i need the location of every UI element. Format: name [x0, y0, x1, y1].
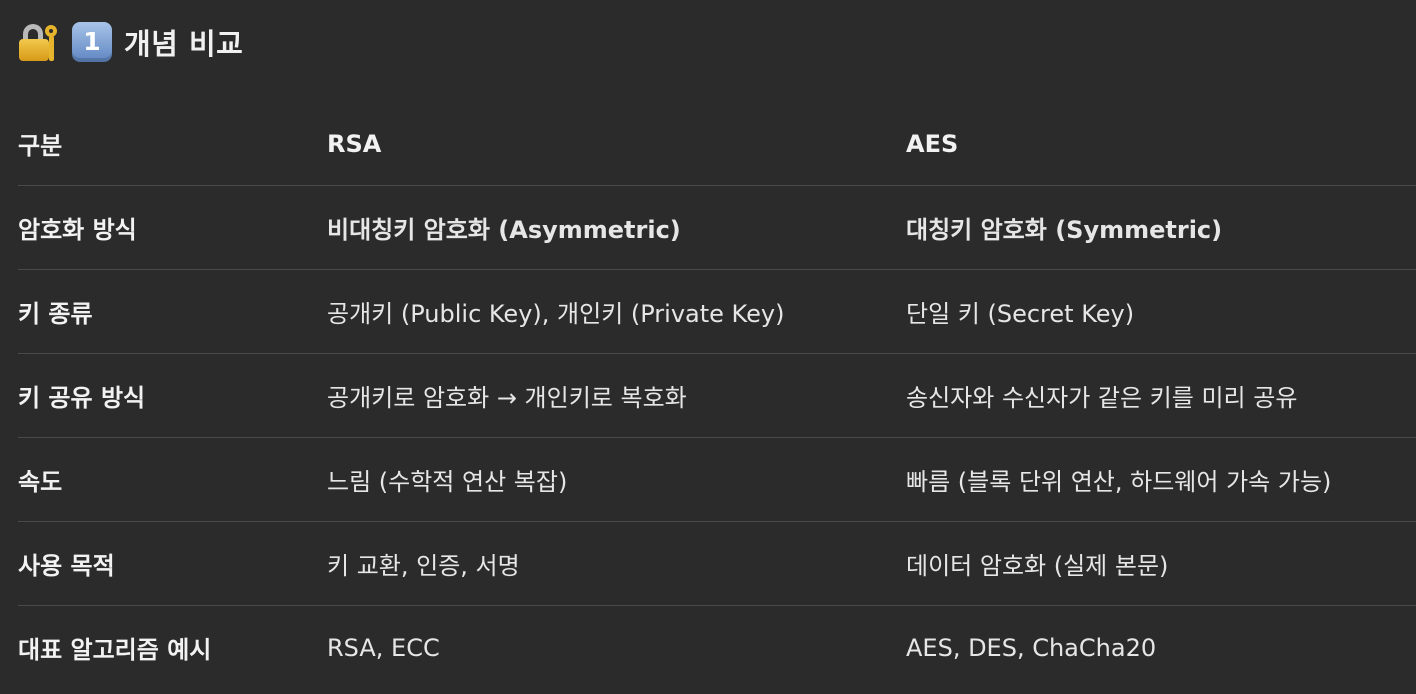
row-label: 암호화 방식 — [18, 185, 327, 270]
table-row: 키 공유 방식 공개키로 암호화 → 개인키로 복호화 송신자와 수신자가 같은… — [18, 353, 1416, 438]
aes-cell: 데이터 암호화 (실제 본문) — [906, 521, 1416, 606]
comparison-table: 구분 RSA AES 암호화 방식 비대칭키 암호화 (Asymmetric) … — [18, 102, 1416, 689]
row-label: 키 공유 방식 — [18, 353, 327, 438]
table-row: 암호화 방식 비대칭키 암호화 (Asymmetric) 대칭키 암호화 (Sy… — [18, 185, 1416, 270]
table-row: 키 종류 공개키 (Public Key), 개인키 (Private Key)… — [18, 269, 1416, 354]
row-label: 대표 알고리즘 예시 — [18, 636, 212, 664]
aes-cell: 대칭키 암호화 (Symmetric) — [906, 185, 1416, 270]
rsa-cell: 비대칭키 암호화 (Asymmetric) — [327, 185, 906, 270]
rsa-cell: RSA, ECC — [327, 633, 440, 662]
section-title: 개념 비교 — [124, 27, 244, 61]
rsa-cell: 공개키로 암호화 → 개인키로 복호화 — [327, 353, 906, 438]
header-rsa: RSA — [327, 102, 906, 186]
section-heading: 1 개념 비교 — [18, 18, 243, 66]
locked-with-key-icon — [18, 21, 60, 63]
rsa-cell: 공개키 (Public Key), 개인키 (Private Key) — [327, 269, 906, 354]
header-aes: AES — [906, 102, 1416, 186]
aes-cell: AES, DES, ChaCha20 — [906, 633, 1157, 662]
table-row: 대표 알고리즘 예시 RSA, ECC AES, DES, ChaCha20 — [18, 606, 1416, 690]
rsa-cell: 키 교환, 인증, 서명 — [327, 521, 906, 606]
aes-cell: 단일 키 (Secret Key) — [906, 269, 1416, 354]
table-header-row: 구분 RSA AES — [18, 102, 1416, 186]
aes-cell: 빠름 (블록 단위 연산, 하드웨어 가속 가능) — [906, 437, 1416, 522]
rsa-cell: 느림 (수학적 연산 복잡) — [327, 437, 906, 522]
row-label: 사용 목적 — [18, 521, 327, 606]
keycap-1-icon: 1 — [72, 22, 112, 62]
header-category: 구분 — [18, 102, 327, 186]
table-row: 속도 느림 (수학적 연산 복잡) 빠름 (블록 단위 연산, 하드웨어 가속 … — [18, 437, 1416, 522]
row-label: 키 종류 — [18, 269, 327, 354]
row-label: 속도 — [18, 437, 327, 522]
table-row: 사용 목적 키 교환, 인증, 서명 데이터 암호화 (실제 본문) — [18, 521, 1416, 606]
aes-cell: 송신자와 수신자가 같은 키를 미리 공유 — [906, 353, 1416, 438]
